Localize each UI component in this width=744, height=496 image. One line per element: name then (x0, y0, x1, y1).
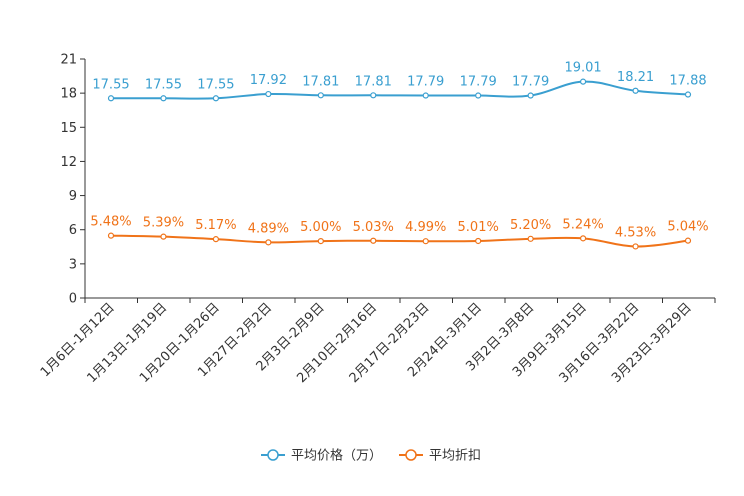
data-label: 17.79 (407, 75, 444, 90)
data-label: 17.79 (460, 75, 497, 90)
data-label: 5.24% (562, 217, 603, 232)
data-point (527, 92, 534, 99)
data-label: 5.48% (90, 215, 131, 230)
data-point (475, 237, 482, 245)
data-point (422, 238, 429, 245)
legend-marker-icon (267, 449, 279, 461)
legend-item-2[interactable]: 平均折扣 (399, 449, 481, 464)
data-point (684, 91, 692, 98)
data-label: 5.04% (667, 220, 708, 235)
data-point (684, 237, 692, 244)
data-point (370, 92, 377, 99)
legend-label: 平均价格（万） (291, 448, 382, 464)
data-label: 5.17% (195, 218, 236, 233)
data-label: 5.20% (510, 218, 551, 233)
series-line (110, 80, 689, 100)
data-label: 5.39% (143, 216, 184, 231)
y-tick-label: 18 (60, 87, 77, 102)
data-point (475, 92, 482, 99)
data-label: 4.99% (405, 220, 446, 235)
series-line (110, 234, 689, 248)
data-label: 18.21 (617, 70, 654, 85)
data-label: 17.79 (512, 75, 549, 90)
y-tick-label: 15 (60, 121, 77, 136)
y-tick-label: 0 (69, 292, 77, 307)
data-label: 17.81 (302, 74, 339, 89)
data-label: 5.03% (353, 220, 394, 235)
series-1: 17.55 17.55 17.55 17.92 17.81 17.81 17.79 17.79… (92, 61, 707, 102)
data-point (527, 235, 534, 242)
y-tick-label: 12 (60, 155, 77, 170)
data-point (212, 95, 220, 102)
y-tick-label: 21 (60, 53, 77, 68)
data-point (632, 243, 639, 250)
data-label: 4.53% (615, 225, 656, 240)
data-label: 17.81 (355, 74, 392, 89)
legend[interactable]: 平均价格（万） 平均折扣 (261, 448, 481, 464)
y-tick-label: 6 (69, 223, 77, 238)
legend-marker-icon (405, 449, 417, 461)
data-label: 17.55 (145, 77, 182, 92)
data-point (160, 233, 167, 240)
y-tick-label: 9 (69, 189, 77, 204)
data-label: 5.01% (458, 220, 499, 235)
data-point (265, 239, 272, 246)
data-label: 19.01 (564, 61, 601, 76)
x-axis: 1月6日-1月12日1月13日-1月19日1月20日-1月26日1月27日-2月… (38, 297, 716, 386)
data-point (107, 95, 115, 102)
data-label: 17.55 (92, 77, 129, 92)
data-label: 4.89% (248, 221, 289, 236)
data-point (632, 87, 639, 94)
data-label: 5.00% (300, 220, 341, 235)
series-2: 5.48% 5.39% 5.17% 4.89% 5.00% 5.03% 4.99% 5.01%… (90, 215, 709, 250)
data-point (579, 235, 587, 242)
series-layer: 17.55 17.55 17.55 17.92 17.81 17.81 17.79 17.79… (90, 61, 709, 250)
y-tick-label: 3 (69, 257, 77, 272)
data-point (212, 236, 220, 243)
legend-label: 平均折扣 (429, 449, 481, 464)
data-point (160, 95, 167, 102)
data-label: 17.55 (197, 77, 234, 92)
data-point (317, 92, 324, 99)
data-point (422, 92, 429, 99)
data-label: 17.88 (669, 74, 706, 89)
y-axis: 0 3 6 9 12 15 18 21 (60, 53, 86, 307)
data-point (265, 90, 272, 98)
data-point (317, 237, 324, 245)
legend-item-1[interactable]: 平均价格（万） (261, 448, 382, 464)
data-point (370, 237, 377, 244)
data-point (579, 78, 587, 85)
data-point (107, 232, 115, 239)
data-label: 17.92 (250, 73, 287, 88)
